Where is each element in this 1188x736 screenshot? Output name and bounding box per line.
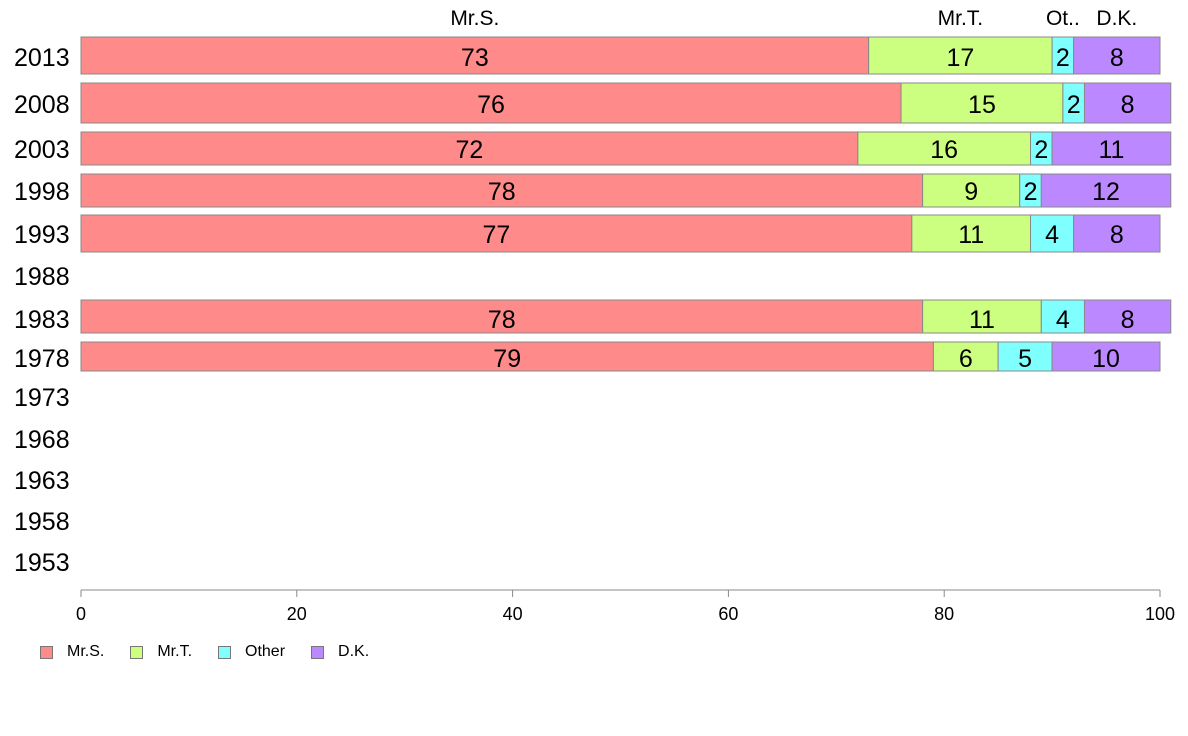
bar-mr-s-1978 (80, 341, 934, 372)
bar-d-k-1983 (1083, 299, 1172, 334)
bar-d-k-2013 (1073, 36, 1161, 75)
legend-item-d-k: D.K. (311, 643, 369, 661)
legend-swatch-mr-s (40, 645, 53, 659)
x-tick-label-20: 20 (287, 604, 307, 624)
bar-d-k-1998 (1040, 173, 1172, 208)
top-label-mr-s: Mr.S. (450, 7, 499, 30)
bar-mr-s-1993 (80, 214, 913, 253)
legend-label-d-k: D.K. (338, 643, 370, 660)
bar-mr-s-2008 (80, 82, 902, 124)
data-label-d-k-2008: 8 (1121, 91, 1135, 119)
bar-mr-t-1993 (911, 214, 1032, 253)
data-label-mr-t-1993: 11 (958, 221, 984, 249)
bar-other-1993 (1030, 214, 1075, 253)
legend: Mr.S. Mr.T. Other D.K. (40, 643, 395, 661)
top-label-ot: Ot.. (1046, 7, 1080, 30)
legend-label-mr-s: Mr.S. (67, 643, 105, 660)
data-label-other-2013: 2 (1056, 44, 1070, 72)
year-label-1963: 1963 (14, 467, 70, 495)
data-label-mr-t-1983: 11 (969, 306, 995, 334)
data-label-other-2003: 2 (1034, 136, 1048, 164)
data-label-other-1978: 5 (1018, 345, 1032, 373)
year-label-2013: 2013 (14, 44, 70, 72)
year-label-1968: 1968 (14, 426, 70, 454)
year-label-1993: 1993 (14, 221, 70, 249)
bar-mr-s-2013 (80, 36, 870, 75)
data-label-mr-s-1978: 79 (493, 345, 521, 373)
data-label-d-k-2003: 11 (1098, 136, 1124, 164)
legend-swatch-d-k (311, 645, 325, 659)
data-label-mr-s-2003: 72 (456, 136, 484, 164)
data-label-d-k-2013: 8 (1110, 44, 1124, 72)
legend-label-mr-t: Mr.T. (157, 643, 193, 660)
bar-mr-t-2008 (900, 82, 1064, 124)
legend-swatch-other (218, 645, 232, 659)
data-label-mr-t-1978: 6 (959, 345, 973, 373)
top-labels: Mr.S. Mr.T. Ot.. D.K. (450, 7, 1137, 30)
bar-mr-t-1978 (932, 341, 999, 372)
data-label-mr-s-2008: 76 (477, 91, 505, 119)
data-label-other-2008: 2 (1067, 91, 1081, 119)
data-label-other-1998: 2 (1024, 178, 1038, 206)
bar-mr-t-1983 (922, 299, 1042, 334)
year-label-1998: 1998 (14, 178, 70, 206)
year-label-1953: 1953 (14, 549, 70, 577)
bars: 73 17 2 8 76 15 2 8 72 16 2 11 78 9 2 12 77 11 4 8 78 11 4 8 79 6… (80, 36, 1172, 373)
year-label-1983: 1983 (14, 306, 70, 334)
bar-d-k-1978 (1051, 341, 1161, 372)
bar-mr-s-2003 (80, 131, 859, 166)
data-label-mr-t-1998: 9 (964, 178, 978, 206)
x-tick-label-60: 60 (718, 604, 738, 624)
data-label-mr-s-1998: 78 (488, 178, 516, 206)
bar-mr-t-1998 (922, 173, 1021, 208)
year-labels: 2013 2008 2003 1998 1993 1988 1983 1978 1973 1968… (14, 44, 70, 577)
data-label-mr-s-1983: 78 (488, 306, 516, 334)
x-axis: 0 20 40 60 80 100 (76, 589, 1175, 624)
data-label-other-1993: 4 (1045, 221, 1059, 249)
year-label-1978: 1978 (14, 345, 70, 373)
top-label-d-k: D.K. (1096, 7, 1137, 30)
bar-mr-s-1983 (80, 299, 924, 334)
legend-item-mr-t: Mr.T. (130, 643, 192, 661)
bar-mr-t-2013 (868, 36, 1053, 75)
legend-label-other: Other (245, 643, 286, 660)
x-tick-label-40: 40 (503, 604, 523, 624)
top-label-mr-t: Mr.T. (938, 7, 984, 30)
bar-mr-t-2003 (857, 131, 1032, 166)
bar-d-k-2003 (1051, 131, 1172, 166)
bar-d-k-1993 (1073, 214, 1161, 253)
data-label-d-k-1998: 12 (1092, 178, 1120, 206)
data-label-mr-t-2003: 16 (930, 136, 958, 164)
data-label-mr-s-1993: 77 (483, 221, 511, 249)
legend-swatch-mr-t (130, 645, 144, 659)
year-label-1988: 1988 (14, 263, 70, 291)
data-label-d-k-1978: 10 (1092, 345, 1120, 373)
x-tick-label-80: 80 (934, 604, 954, 624)
data-label-d-k-1983: 8 (1121, 306, 1135, 334)
legend-item-mr-s: Mr.S. (40, 643, 104, 661)
data-label-other-1983: 4 (1056, 306, 1070, 334)
legend-item-other: Other (218, 643, 285, 661)
x-tick-label-100: 100 (1145, 604, 1175, 624)
data-label-d-k-1993: 8 (1110, 221, 1124, 249)
data-label-mr-t-2013: 17 (946, 44, 974, 72)
data-label-mr-s-2013: 73 (461, 44, 489, 72)
year-label-1973: 1973 (14, 384, 70, 412)
data-label-mr-t-2008: 15 (968, 91, 996, 119)
bar-mr-s-1998 (80, 173, 924, 208)
bar-d-k-2008 (1083, 82, 1172, 124)
year-label-2008: 2008 (14, 91, 70, 119)
year-label-1958: 1958 (14, 508, 70, 536)
x-tick-label-0: 0 (76, 604, 86, 624)
year-label-2003: 2003 (14, 136, 70, 164)
